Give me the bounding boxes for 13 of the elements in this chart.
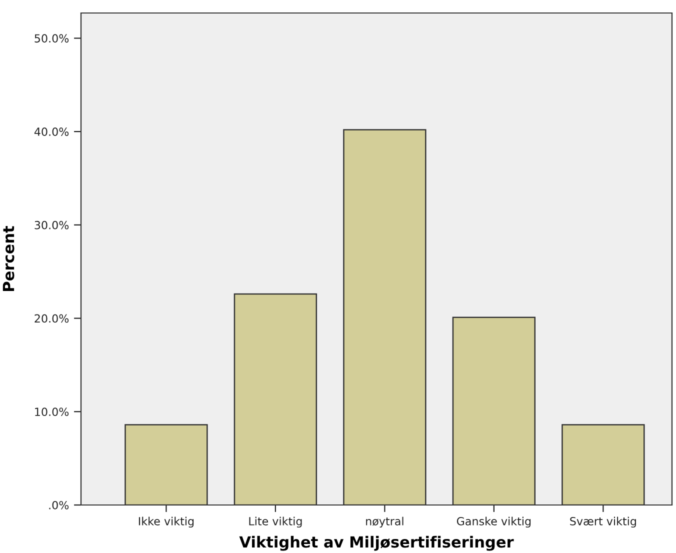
- y-axis-title: Percent: [2, 226, 14, 291]
- y-tick-label: 40.0%: [34, 128, 69, 136]
- y-tick-label: 30.0%: [34, 220, 69, 230]
- x-tick-label: Lite viktig: [249, 516, 302, 528]
- x-tick-label: Ganske viktig: [456, 516, 531, 528]
- x-tick-label: Ikke viktig: [138, 516, 194, 528]
- x-axis-title: Viktighet av Miljøsertifiseringer: [239, 536, 514, 551]
- y-tick-label: 10.0%: [35, 408, 69, 416]
- x-tick-label: nøytral: [366, 516, 404, 528]
- x-tick-label: Svært viktig: [570, 516, 636, 528]
- y-tick-label: 50.0%: [34, 34, 69, 43]
- y-tick-label: .0%: [49, 500, 69, 510]
- y-tick-label: 20.0%: [34, 314, 69, 323]
